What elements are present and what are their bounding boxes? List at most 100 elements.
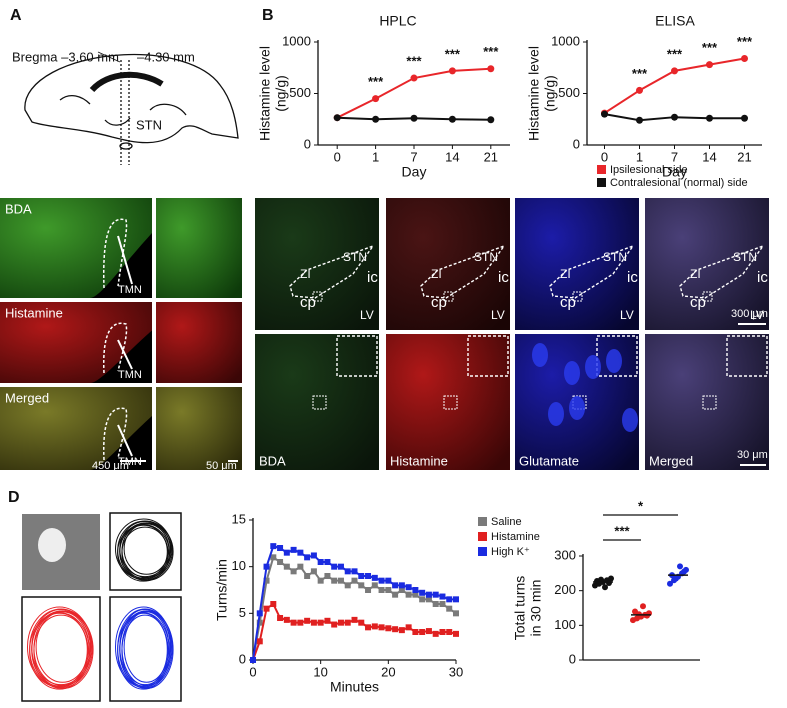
legend-label: High K⁺ bbox=[491, 546, 530, 558]
x-tick-label: 1 bbox=[372, 149, 379, 164]
y-axis-label: Total turns bbox=[512, 576, 528, 641]
point bbox=[392, 626, 399, 633]
point bbox=[671, 113, 678, 121]
image-label: Histamine bbox=[5, 305, 63, 320]
track-loop bbox=[121, 526, 169, 580]
point bbox=[602, 584, 608, 591]
point bbox=[410, 74, 418, 82]
region-label: ZI bbox=[560, 267, 571, 281]
point bbox=[405, 624, 412, 631]
point bbox=[365, 587, 372, 593]
region-label: LV bbox=[360, 308, 374, 322]
point bbox=[270, 601, 277, 607]
point bbox=[372, 115, 380, 123]
point bbox=[487, 116, 495, 124]
roi-box bbox=[312, 291, 323, 302]
series-line bbox=[603, 57, 745, 114]
tissue-edge bbox=[90, 233, 152, 298]
track-loop bbox=[123, 611, 170, 683]
legend-label: Ipsilesional side bbox=[610, 164, 688, 176]
chart-title: ELISA bbox=[655, 13, 695, 29]
legend-swatch bbox=[478, 517, 487, 526]
region-outline bbox=[679, 244, 765, 299]
legend-swatch bbox=[478, 547, 487, 556]
cell bbox=[606, 349, 622, 373]
track-loop bbox=[121, 614, 169, 688]
legend-swatch bbox=[478, 532, 487, 541]
y-tick-label: 0 bbox=[304, 136, 311, 151]
point bbox=[741, 54, 748, 62]
x-tick-label: 10 bbox=[313, 664, 327, 679]
point bbox=[277, 545, 284, 551]
point bbox=[385, 625, 392, 632]
image-label: BDA bbox=[259, 453, 286, 468]
point bbox=[331, 621, 338, 628]
y-tick-label: 1000 bbox=[282, 33, 311, 48]
micrograph bbox=[156, 198, 242, 298]
point bbox=[601, 110, 608, 118]
point bbox=[310, 619, 317, 626]
point bbox=[331, 563, 338, 570]
significance: * bbox=[638, 498, 644, 513]
y-axis-label: (ng/g) bbox=[273, 75, 289, 112]
point bbox=[304, 617, 311, 624]
point bbox=[453, 610, 459, 617]
point bbox=[487, 65, 495, 73]
inset-box bbox=[336, 335, 378, 377]
x-axis-label: Day bbox=[662, 164, 687, 180]
micrograph bbox=[515, 198, 639, 330]
micrograph bbox=[645, 198, 769, 330]
track-loop bbox=[119, 612, 168, 687]
track-loop bbox=[35, 611, 90, 683]
point bbox=[358, 619, 365, 626]
cell bbox=[564, 361, 580, 385]
legend-label: Contralesional (normal) side bbox=[610, 177, 748, 189]
point bbox=[667, 580, 673, 587]
y-axis-label: (ng/g) bbox=[542, 75, 558, 112]
region-label: cp bbox=[431, 294, 447, 311]
point bbox=[425, 628, 432, 635]
y-tick-label: 200 bbox=[554, 582, 576, 597]
point bbox=[681, 568, 687, 575]
point bbox=[277, 615, 284, 621]
significance: *** bbox=[368, 74, 384, 89]
micrograph bbox=[386, 334, 510, 470]
inset-box bbox=[467, 335, 509, 377]
point bbox=[371, 582, 378, 589]
significance: *** bbox=[737, 34, 753, 49]
point bbox=[331, 577, 338, 584]
point bbox=[446, 605, 453, 612]
point bbox=[365, 573, 372, 579]
region-label: LV bbox=[491, 308, 505, 322]
point bbox=[337, 577, 344, 584]
x-axis-label: Minutes bbox=[330, 679, 379, 695]
roi-box bbox=[702, 395, 717, 410]
point bbox=[425, 596, 432, 603]
point bbox=[439, 601, 446, 607]
point bbox=[378, 587, 385, 593]
micrograph bbox=[156, 302, 242, 383]
point bbox=[405, 584, 412, 591]
point bbox=[283, 616, 290, 623]
point bbox=[351, 616, 358, 623]
point bbox=[283, 563, 290, 570]
point bbox=[256, 610, 263, 617]
point bbox=[671, 67, 678, 75]
point bbox=[608, 575, 614, 582]
roi-box bbox=[443, 291, 454, 302]
point bbox=[256, 638, 263, 645]
significance: *** bbox=[632, 66, 648, 81]
region-label: TMN bbox=[118, 284, 142, 296]
image-label: Histamine bbox=[390, 453, 448, 468]
roi-box bbox=[702, 291, 713, 302]
legend-swatch bbox=[597, 178, 606, 187]
point bbox=[419, 589, 426, 596]
point bbox=[392, 591, 399, 598]
point bbox=[344, 568, 351, 575]
point bbox=[283, 549, 290, 556]
y-tick-label: 300 bbox=[554, 547, 576, 562]
point bbox=[263, 563, 270, 570]
x-tick-label: 0 bbox=[249, 664, 256, 679]
